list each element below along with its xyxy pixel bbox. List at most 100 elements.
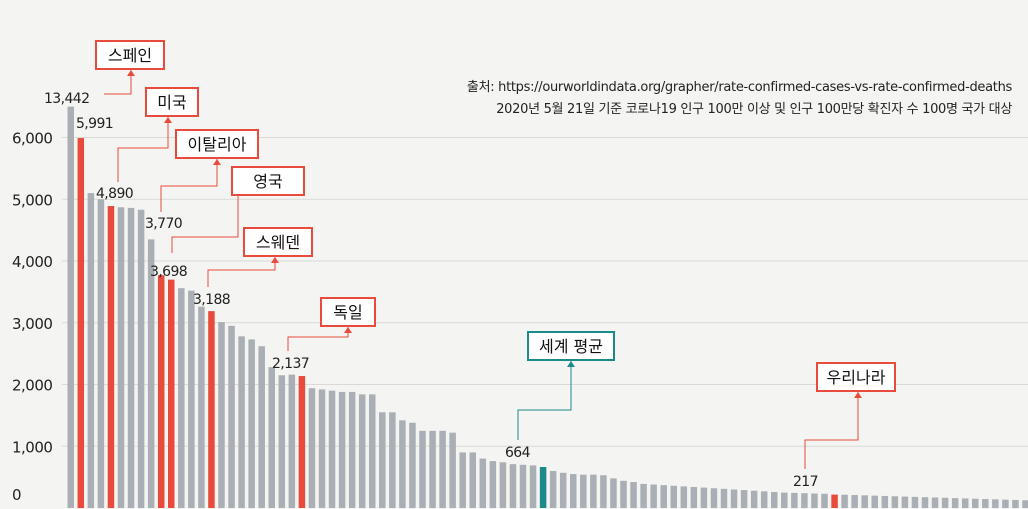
bar [690,487,698,508]
bar [358,394,366,508]
bar [570,474,577,508]
extra-value-label: 13,442 [44,91,89,107]
bar [951,498,959,508]
bar [559,472,567,508]
bar [268,367,275,508]
bar [972,498,979,508]
callout-box [175,129,259,159]
callout-box [320,297,376,327]
bar [489,461,497,508]
bar [348,391,356,508]
y-tick-label: 4,000 [12,253,52,271]
bar [680,486,688,508]
bar [1002,499,1009,508]
bar [67,106,74,508]
bar [740,490,748,508]
bar [449,432,456,508]
y-axis: 0 1,000 2,000 3,000 4,000 5,000 6,000 [12,130,53,505]
bar [338,391,346,508]
bar [911,496,919,508]
connector-arrow [271,257,279,263]
callout-label: 독일 [333,303,362,322]
bar [771,491,778,508]
bar [821,493,828,508]
bar [630,482,637,508]
bar [97,199,105,508]
bar [791,492,798,508]
bar [710,488,718,508]
connector-line [117,117,169,182]
bar [851,495,858,508]
connectors [104,70,862,469]
bar [499,462,507,508]
bar [409,422,416,508]
connector-arrow [164,117,172,123]
bar [811,493,818,508]
connector-line [287,327,349,351]
bar [308,388,316,508]
bar [801,493,808,508]
y-tick-label: 6,000 [12,130,52,148]
bar [921,497,929,508]
y-tick-label: 1,000 [12,438,52,456]
bar [730,489,738,508]
bar [107,206,115,509]
bar [700,487,708,508]
connector-arrow [344,327,352,333]
bar [419,430,426,508]
callout-box [527,331,615,361]
bar [549,470,557,508]
y-tick-label: 0 [12,486,21,504]
callout-box [231,166,305,196]
bar [650,484,657,508]
bars [67,106,1028,509]
callout-box [95,40,165,70]
bar [439,430,446,508]
bar [720,488,728,508]
bar [379,412,386,508]
bar [982,499,989,508]
connector-line [517,361,572,440]
bar [479,458,487,508]
bar [1022,500,1028,508]
callout-label: 세계 평균 [539,337,603,356]
bar [861,495,868,508]
bar [117,207,125,508]
connector-line [160,159,218,212]
callout-box [816,362,896,392]
bar [901,496,909,508]
y-tick-label: 5,000 [12,191,52,209]
connector-line [207,257,276,287]
value-label: 664 [505,445,531,461]
connector-arrow [213,159,221,165]
bar [298,376,306,508]
bar [238,336,245,508]
value-label: 217 [793,474,818,490]
note-text: 2020년 5월 21일 기준 코로나19 인구 100만 이상 및 인구 10… [496,102,1012,117]
bar [539,466,547,508]
bar [750,490,758,508]
bar [941,497,949,508]
bar [178,288,185,508]
bar [147,239,155,508]
bar [218,322,225,508]
bar [429,430,436,508]
callout-label: 이탈리아 [188,135,247,154]
bar [831,494,838,508]
value-label: 4,890 [96,186,133,202]
bar [389,412,396,508]
bar [77,138,85,508]
bar [509,464,517,508]
bar [258,346,265,508]
bar [670,485,677,508]
bar [640,483,647,508]
source-text: 출처: https://ourworldindata.org/grapher/r… [467,80,1013,95]
bar [841,494,848,508]
callout-label: 미국 [157,93,186,112]
callout-label: 영국 [253,172,282,191]
bar [248,339,255,508]
bar [168,279,175,508]
callout-label: 스페인 [108,46,152,65]
